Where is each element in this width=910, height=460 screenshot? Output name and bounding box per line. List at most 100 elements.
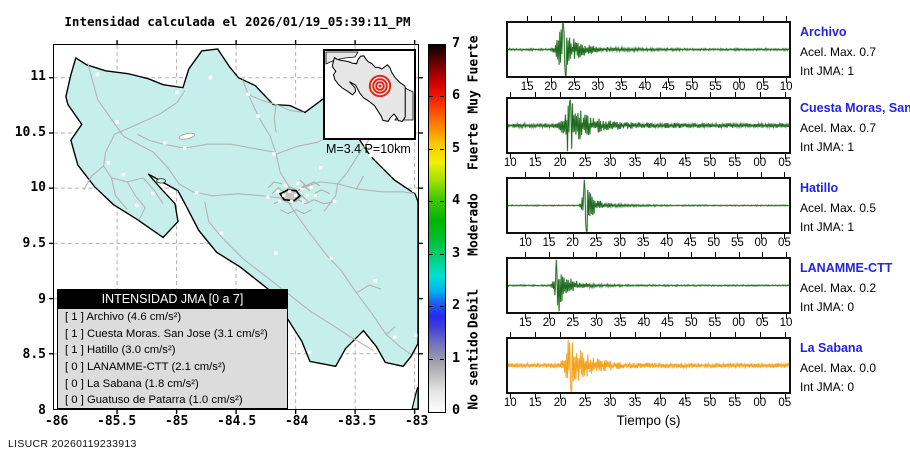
waveform-tick-mark	[691, 252, 693, 257]
waveform-tick-label: 05	[778, 157, 792, 169]
waveform-tick-mark	[785, 252, 787, 257]
waveform-trace	[507, 23, 790, 76]
legend-row: [ 1 ] Hatillo (3.0 cm/s²)	[65, 344, 176, 357]
station-acel-max: Acel. Max. 0.0	[800, 361, 877, 375]
legend-row: [ 1 ] Cuesta Moras. San Jose (3.1 cm/s²)	[65, 327, 268, 340]
colorbar-tick-label: 4	[452, 192, 461, 209]
waveform-tick-mark	[644, 78, 646, 83]
waveform-tick-mark	[585, 332, 587, 337]
waveform-tick-mark	[784, 172, 786, 177]
waveform-tick-mark	[560, 154, 562, 159]
waveform-tick-mark	[762, 314, 764, 319]
colorbar-tick-mark	[429, 148, 433, 150]
waveform-tick-mark	[684, 92, 686, 97]
waveform-tick-mark	[550, 78, 552, 83]
waveform-tick-mark	[786, 16, 788, 21]
map-x-tick-label: -83	[404, 414, 429, 429]
colorbar-tick-mark	[429, 358, 433, 360]
waveform-tick-mark	[659, 154, 661, 159]
waveform-tick-label: 50	[703, 397, 717, 409]
waveform-tick-label: 40	[653, 157, 667, 169]
waveform-tick-label: 15	[520, 81, 534, 93]
epicenter-inset-map	[323, 49, 416, 140]
station-int-jma: Int JMA: 1	[800, 64, 855, 78]
waveform-trace	[507, 339, 790, 392]
colorbar-tick-label: 3	[452, 244, 461, 261]
waveform-tick-mark	[549, 314, 551, 319]
waveform-tick-label: 15	[519, 317, 532, 329]
waveform-tick-label: 00	[732, 317, 745, 329]
legend-row: [ 1 ] Archivo (4.6 cm/s²)	[65, 311, 182, 324]
waveform-tick-mark	[643, 314, 645, 319]
station-acel-max: Acel. Max. 0.2	[800, 281, 877, 295]
map-x-tick-label: -84	[284, 414, 309, 429]
waveform-tick-mark	[585, 154, 587, 159]
waveform-tick-label: 50	[703, 157, 717, 169]
waveform-tick-mark	[621, 16, 623, 21]
waveform-tick-label: 35	[636, 237, 650, 249]
waveform-tick-label: 25	[578, 397, 592, 409]
waveform-tick-mark	[525, 234, 527, 239]
waveform-tick-label: 55	[728, 157, 742, 169]
waveform-tick-label: 55	[708, 317, 722, 329]
waveform-tick-label: 05	[778, 237, 791, 249]
waveform-tick-mark	[684, 154, 686, 159]
colorbar-tick-label: 1	[452, 349, 461, 366]
waveform-tick-mark	[691, 16, 693, 21]
waveform-tick-mark	[525, 314, 527, 319]
waveform-tick-mark	[548, 172, 550, 177]
legend-row: [ 0 ] La Sabana (1.8 cm/s²)	[65, 377, 199, 390]
waveform-tick-mark	[668, 78, 670, 83]
seismogram-2	[506, 97, 791, 154]
waveform-tick-mark	[739, 16, 741, 21]
waveform-tick-label: 45	[661, 317, 674, 329]
waveform-tick-label: 30	[603, 157, 617, 169]
waveform-tick-label: 05	[756, 81, 769, 93]
colorbar-tick-label: 2	[452, 297, 461, 314]
inset-nicaragua	[325, 51, 359, 65]
map-y-tick-label: 9	[38, 291, 46, 307]
station-name: Archivo	[800, 25, 847, 39]
waveform-tick-label: 15	[542, 237, 556, 249]
waveform-tick-label: 25	[578, 157, 592, 169]
map-y-tick-label: 10.5	[14, 124, 46, 140]
waveform-tick-label: 05	[778, 397, 792, 409]
seismogram-5	[506, 337, 791, 394]
waveform-tick-mark	[659, 92, 661, 97]
waveform-tick-mark	[734, 394, 736, 399]
waveform-tick-mark	[684, 394, 686, 399]
map-y-tick-label: 9.5	[22, 236, 46, 251]
waveform-tick-mark	[596, 252, 598, 257]
map-x-tick-label: -83.5	[337, 414, 377, 429]
waveform-trace	[507, 179, 789, 232]
waveform-tick-label: 00	[753, 397, 767, 409]
waveform-tick-mark	[643, 234, 645, 239]
colorbar-tick-mark	[440, 253, 444, 255]
colorbar-tick-mark	[440, 96, 444, 98]
station-acel-max: Acel. Max. 0.5	[800, 201, 877, 215]
waveform-tick-mark	[714, 314, 716, 319]
waveform-tick-mark	[620, 314, 622, 319]
waveform-tick-mark	[668, 16, 670, 21]
waveform-tick-mark	[572, 314, 574, 319]
waveform-tick-mark	[610, 154, 612, 159]
colorbar-tick-label: 7	[452, 35, 461, 51]
waveform-tick-mark	[574, 78, 576, 83]
waveform-tick-mark	[510, 154, 512, 159]
station-acel-max: Acel. Max. 0.7	[800, 121, 877, 135]
station-name: La Sabana	[800, 341, 863, 355]
waveform-tick-mark	[596, 172, 598, 177]
waveform-tick-mark	[690, 172, 692, 177]
waveform-tick-label: 30	[591, 81, 605, 93]
station-name: Cuesta Moras, San Jose	[800, 101, 910, 115]
map-x-tick-label: -86	[44, 414, 69, 429]
map-x-tick-label: -85.5	[97, 414, 137, 429]
waveform-tick-mark	[525, 252, 527, 257]
waveform-tick-label: 10	[503, 157, 517, 169]
waveform-tick-label: 00	[732, 81, 746, 93]
waveform-tick-label: 45	[678, 397, 692, 409]
waveform-tick-mark	[659, 394, 661, 399]
waveform-tick-mark	[734, 332, 736, 337]
waveform-tick-mark	[715, 16, 717, 21]
colorbar-tick-label: 0	[452, 402, 461, 418]
